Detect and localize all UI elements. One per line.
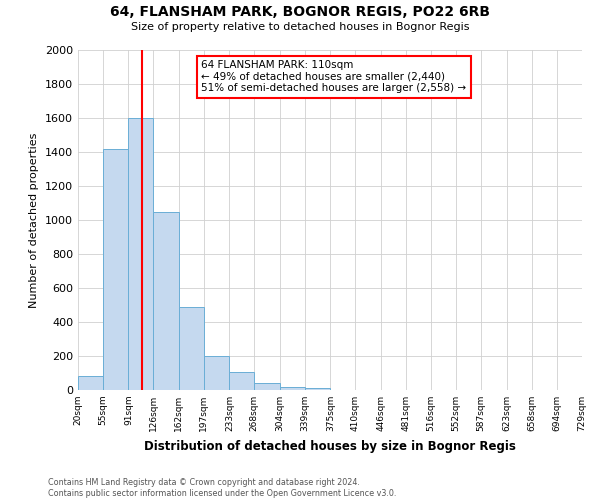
Bar — [204, 356, 229, 390]
Y-axis label: Number of detached properties: Number of detached properties — [29, 132, 40, 308]
Bar — [305, 388, 331, 390]
Bar — [254, 383, 280, 390]
X-axis label: Distribution of detached houses by size in Bognor Regis: Distribution of detached houses by size … — [144, 440, 516, 452]
Bar — [78, 376, 103, 390]
Text: 64 FLANSHAM PARK: 110sqm
← 49% of detached houses are smaller (2,440)
51% of sem: 64 FLANSHAM PARK: 110sqm ← 49% of detach… — [202, 60, 467, 94]
Bar — [280, 386, 305, 390]
Text: Size of property relative to detached houses in Bognor Regis: Size of property relative to detached ho… — [131, 22, 469, 32]
Bar — [229, 372, 254, 390]
Text: 64, FLANSHAM PARK, BOGNOR REGIS, PO22 6RB: 64, FLANSHAM PARK, BOGNOR REGIS, PO22 6R… — [110, 5, 490, 19]
Text: Contains HM Land Registry data © Crown copyright and database right 2024.
Contai: Contains HM Land Registry data © Crown c… — [48, 478, 397, 498]
Bar — [128, 118, 154, 390]
Bar — [103, 148, 128, 390]
Bar — [179, 306, 204, 390]
Bar — [154, 212, 179, 390]
